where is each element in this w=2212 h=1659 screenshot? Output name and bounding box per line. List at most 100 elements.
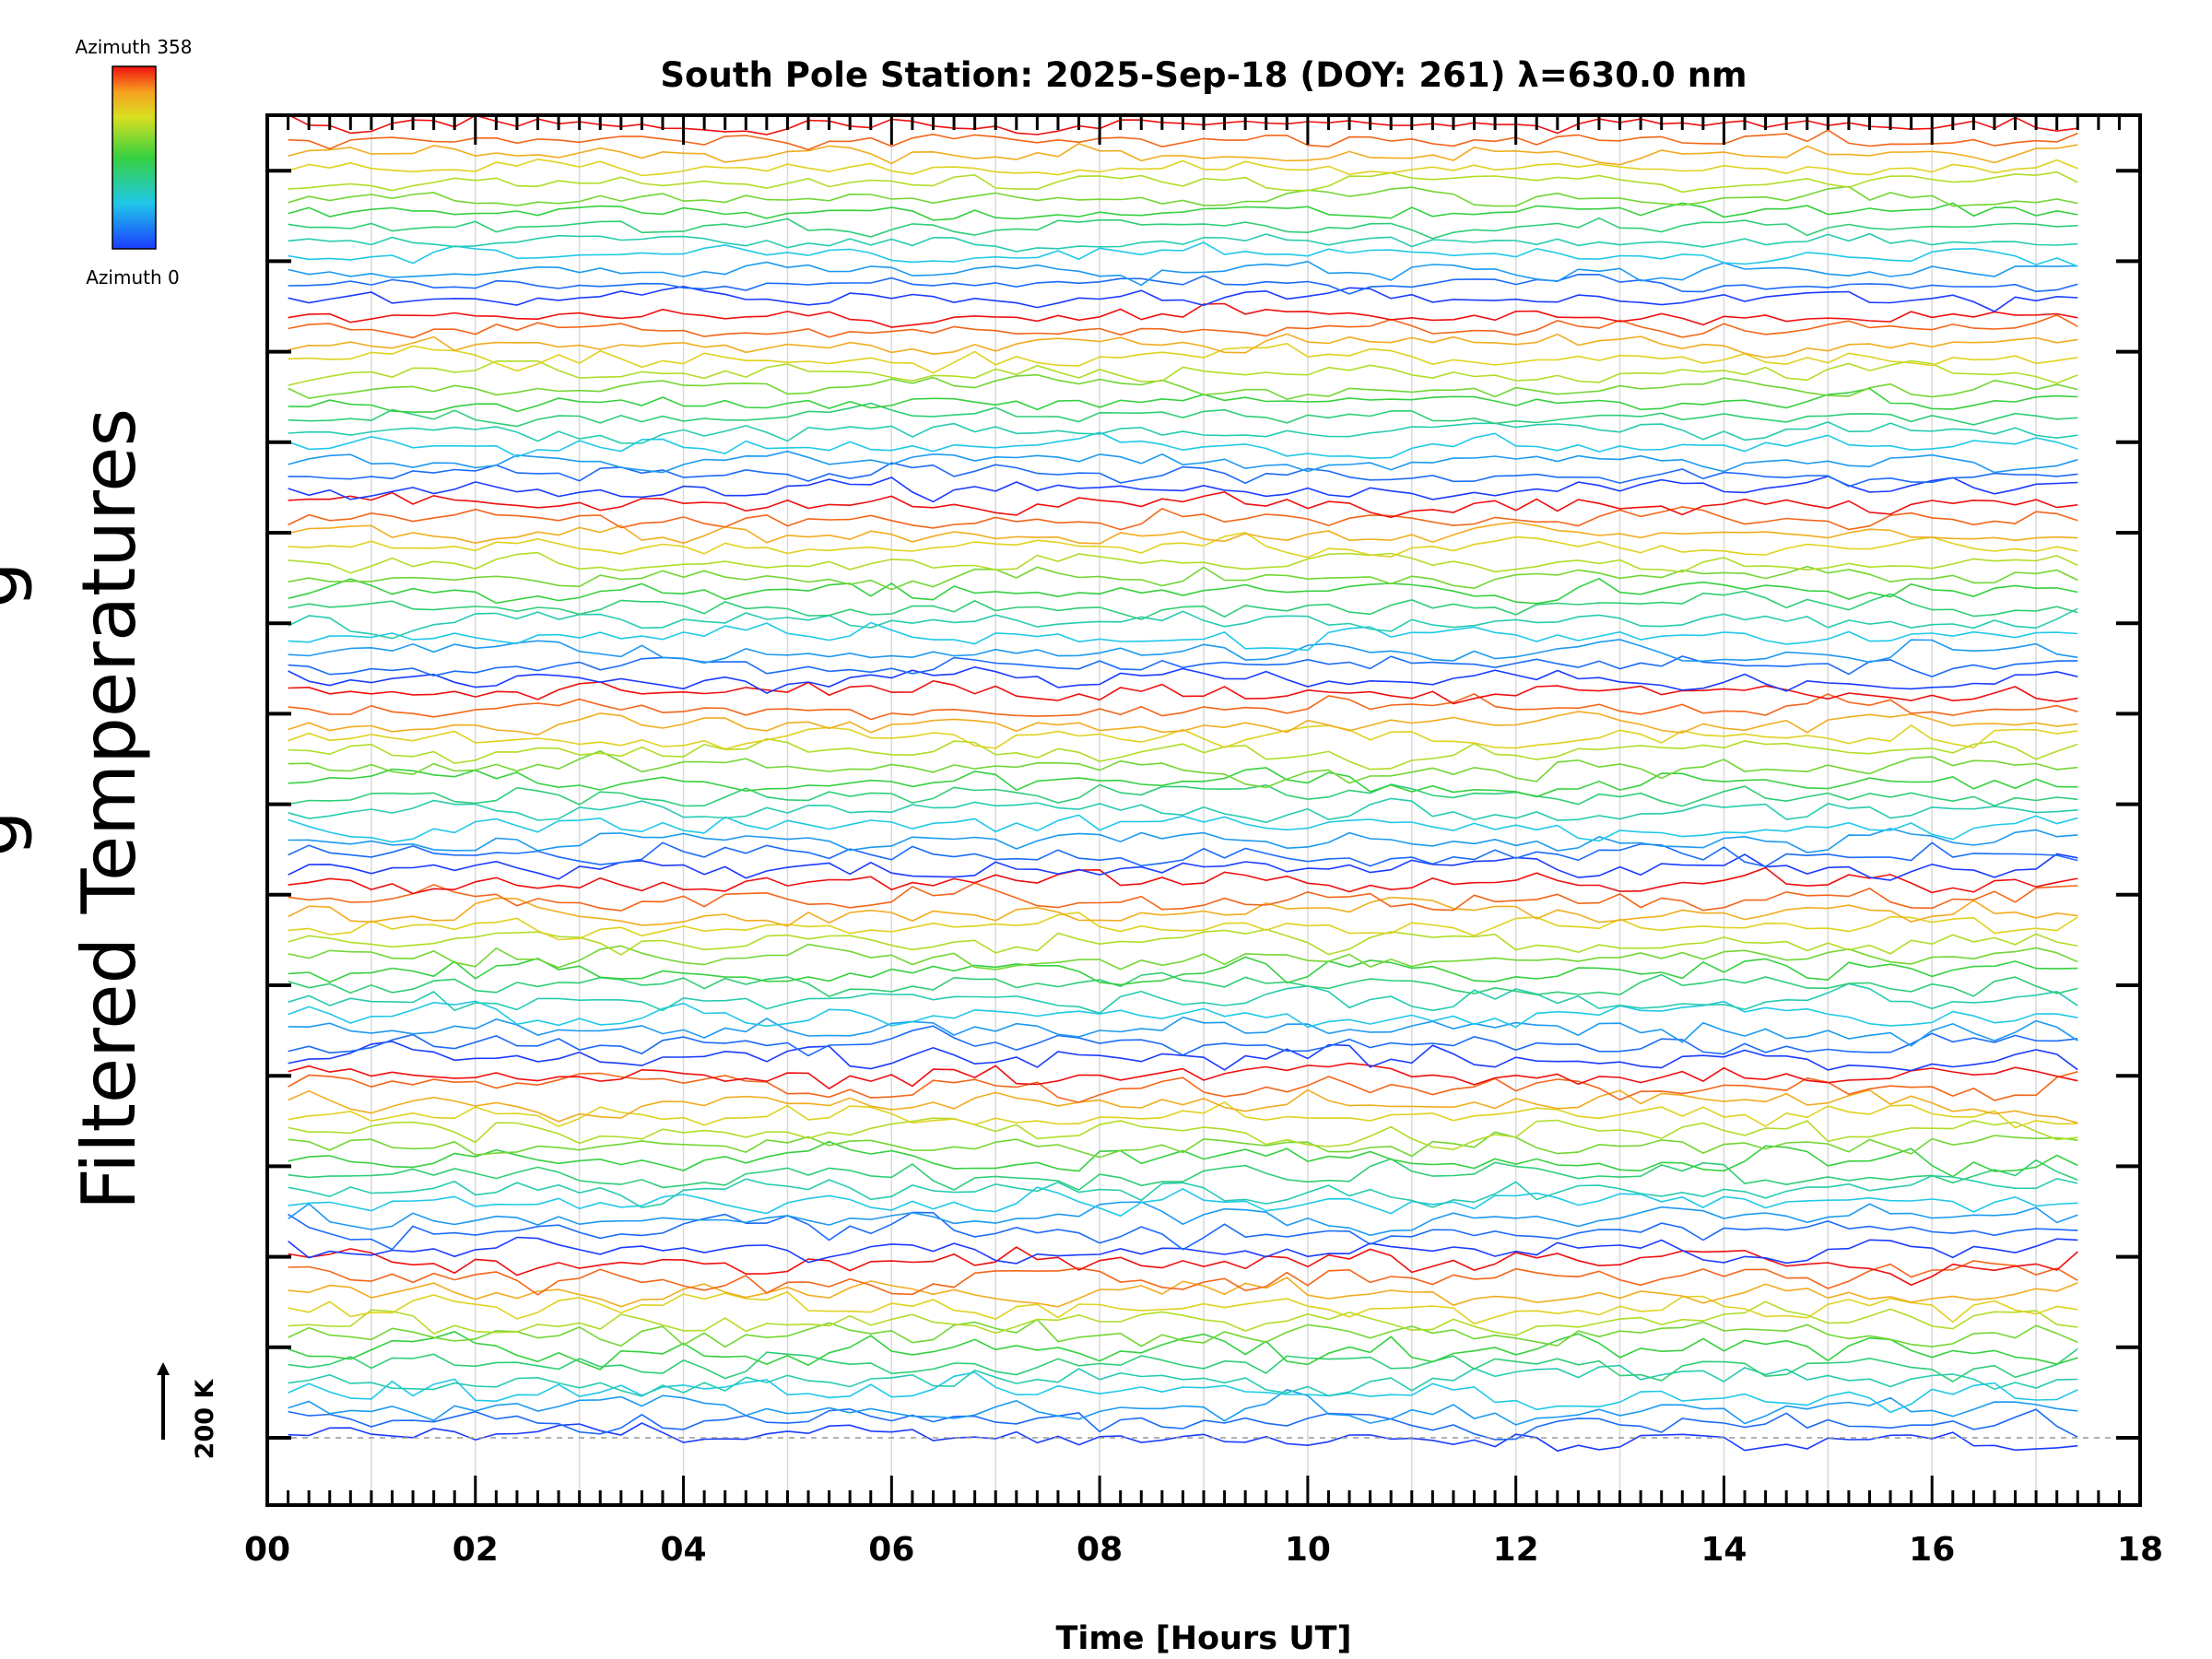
- azimuth-trace: [288, 1158, 2078, 1192]
- azimuth-trace: [288, 607, 2078, 640]
- x-tick-label: 14: [1700, 1531, 1747, 1569]
- azimuth-trace: [288, 797, 2078, 824]
- azimuth-trace: [288, 1330, 2078, 1371]
- azimuth-trace: [288, 577, 2078, 605]
- colorbar-top-label: Azimuth 358: [76, 36, 193, 58]
- azimuth-trace: [288, 1236, 2078, 1265]
- x-tick-label: 08: [1077, 1531, 1123, 1569]
- azimuth-trace: [288, 285, 2078, 312]
- colorbar: [112, 65, 157, 250]
- azimuth-trace: [288, 158, 2078, 177]
- azimuth-trace: [288, 737, 2078, 771]
- azimuth-trace: [288, 431, 2078, 460]
- azimuth-trace: [288, 724, 2078, 750]
- azimuth-trace: [288, 1131, 2078, 1159]
- azimuth-trace: [288, 1071, 2078, 1103]
- y-axis-label: Filtered Temperatures: [66, 408, 152, 1210]
- azimuth-trace: [288, 551, 2078, 574]
- azimuth-trace: [288, 982, 2078, 1015]
- azimuth-trace: [288, 655, 2078, 677]
- azimuth-trace: [288, 387, 2078, 414]
- azimuth-trace: [288, 521, 2078, 545]
- azimuth-trace: [288, 1174, 2078, 1209]
- azimuth-trace: [288, 1117, 2078, 1151]
- azimuth-trace: [288, 665, 2078, 694]
- azimuth-trace: [288, 679, 2078, 705]
- azimuth-trace: [288, 402, 2078, 428]
- azimuth-trace: [288, 1201, 2078, 1237]
- azimuth-trace: [288, 1422, 2078, 1453]
- azimuth-trace: [288, 1016, 2078, 1047]
- azimuth-trace: [288, 1407, 2078, 1441]
- azimuth-trace: [288, 1277, 2078, 1308]
- azimuth-trace: [288, 621, 2078, 652]
- scale-bar-arrowhead: [157, 1362, 170, 1375]
- azimuth-trace: [288, 882, 2078, 912]
- x-tick-label: 02: [453, 1531, 499, 1569]
- azimuth-trace: [288, 241, 2078, 267]
- azimuth-trace: [288, 202, 2078, 221]
- azimuth-trace: [288, 693, 2078, 721]
- azimuth-trace: [288, 373, 2078, 401]
- azimuth-trace: [288, 171, 2078, 194]
- azimuth-trace: [288, 590, 2078, 621]
- azimuth-trace: [288, 1246, 2078, 1287]
- x-tick-label: 06: [868, 1531, 914, 1569]
- azimuth-trace: [288, 1000, 2078, 1029]
- azimuth-trace: [288, 333, 2078, 359]
- y-axis-label-clipped-glyph: g: [0, 561, 34, 608]
- azimuth-trace: [288, 1140, 2078, 1178]
- azimuth-trace: [288, 639, 2078, 665]
- x-tick-label: 18: [2117, 1531, 2163, 1569]
- azimuth-trace: [288, 506, 2078, 531]
- azimuth-trace: [288, 142, 2078, 166]
- azimuth-trace: [288, 273, 2078, 295]
- x-tick-label: 12: [1493, 1531, 1539, 1569]
- azimuth-trace: [288, 1041, 2078, 1072]
- azimuth-trace: [288, 814, 2078, 843]
- x-tick-label: 16: [1909, 1531, 1955, 1569]
- azimuth-trace: [288, 475, 2078, 503]
- azimuth-trace: [288, 896, 2078, 927]
- azimuth-trace: [288, 711, 2078, 736]
- y-axis-label-clipped-glyph-2: g: [0, 810, 34, 857]
- azimuth-trace: [288, 971, 2078, 998]
- azimuth-trace: [288, 767, 2078, 798]
- azimuth-trace: [288, 421, 2078, 444]
- azimuth-trace: [288, 1364, 2078, 1397]
- azimuth-trace: [288, 462, 2078, 488]
- azimuth-trace: [288, 1260, 2078, 1296]
- azimuth-trace: [288, 260, 2078, 287]
- azimuth-trace: [288, 450, 2078, 474]
- azimuth-trace: [288, 841, 2078, 868]
- grid-lines: [371, 115, 2037, 1505]
- azimuth-trace: [288, 302, 2078, 328]
- x-tick-label: 00: [244, 1531, 290, 1569]
- scale-bar: 200 K: [157, 1362, 219, 1459]
- azimuth-trace: [288, 232, 2078, 253]
- azimuth-trace: [288, 1388, 2078, 1426]
- azimuth-trace: [288, 1025, 2078, 1057]
- azimuth-trace: [288, 912, 2078, 941]
- azimuth-trace: [288, 828, 2078, 853]
- chart-title: South Pole Station: 2025-Sep-18 (DOY: 26…: [660, 55, 1747, 95]
- azimuth-trace: [288, 1186, 2078, 1218]
- colorbar-bottom-label: Azimuth 0: [86, 266, 180, 288]
- azimuth-trace: [288, 750, 2078, 789]
- azimuth-trace: [288, 342, 2078, 374]
- azimuth-trace: [288, 531, 2078, 559]
- azimuth-trace: [288, 359, 2078, 386]
- scale-bar-label: 200 K: [191, 1379, 219, 1460]
- azimuth-trace: [288, 1347, 2078, 1382]
- azimuth-trace: [288, 1318, 2078, 1348]
- azimuth-trace: [288, 1088, 2078, 1124]
- azimuth-trace: [288, 217, 2078, 240]
- x-axis-label: Time [Hours UT]: [1055, 1620, 1351, 1657]
- azimuth-trace: [288, 956, 2078, 986]
- azimuth-trace: [288, 943, 2078, 971]
- azimuth-trace: [288, 1371, 2078, 1414]
- azimuth-trace: [288, 565, 2078, 591]
- axis-ticks: [267, 115, 2140, 1505]
- azimuth-trace: [288, 853, 2078, 881]
- x-tick-labels: 00 02 04 06 08 10 12 14 16 18: [244, 1531, 2163, 1569]
